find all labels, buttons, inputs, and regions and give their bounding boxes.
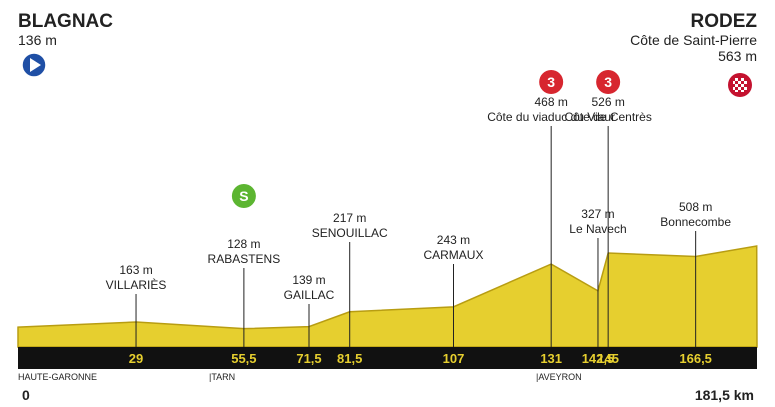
point-name: CARMAUX [423, 248, 483, 262]
point-elevation: 163 m [119, 263, 152, 277]
start-elevation: 136 m [18, 32, 57, 48]
km-label: 55,5 [231, 351, 256, 366]
point-name: Côte du viaduc du Viaur [487, 110, 615, 124]
point-elevation: 508 m [679, 200, 712, 214]
climb-category: 3 [604, 74, 612, 90]
finish-km: 181,5 km [695, 387, 754, 403]
km-label: 166,5 [679, 351, 712, 366]
km-label: 142,5 [582, 351, 615, 366]
km-label: 81,5 [337, 351, 362, 366]
point-name: Côte de Centrès [564, 110, 651, 124]
km-label: 107 [443, 351, 465, 366]
km-label: 29 [129, 351, 143, 366]
profile [17, 245, 758, 348]
point-elevation: 217 m [333, 211, 366, 225]
finish-elevation: 563 m [718, 48, 757, 64]
point-name: SENOUILLAC [312, 226, 388, 240]
region: |AVEYRON [536, 372, 582, 382]
point-elevation: 526 m [591, 95, 624, 109]
finish-flag [733, 78, 747, 92]
sprint-icon [231, 184, 256, 208]
start-km: 0 [22, 387, 30, 403]
km-label: 131 [540, 351, 562, 366]
climb-icon [596, 70, 621, 94]
km-label: 71,5 [296, 351, 321, 366]
point-name: VILLARIÈS [106, 277, 167, 292]
start-name: BLAGNAC [18, 11, 113, 32]
point-name: Le Navech [569, 222, 626, 236]
finish-climb: Côte de Saint-Pierre [630, 32, 757, 48]
point-elevation: 139 m [292, 273, 325, 287]
finish-name: RODEZ [691, 11, 758, 32]
climb-icon [539, 70, 564, 94]
point-name: GAILLAC [284, 288, 335, 302]
region: HAUTE-GARONNE [18, 372, 97, 382]
region: |TARN [209, 372, 235, 382]
point-name: Bonnecombe [660, 215, 731, 229]
km-label: 145 [597, 351, 619, 366]
point-name: RABASTENS [208, 252, 281, 266]
sprint-label: S [239, 188, 248, 204]
point-elevation: 327 m [581, 207, 614, 221]
start-arrow [30, 58, 41, 72]
point-elevation: 243 m [437, 233, 470, 247]
point-elevation: 128 m [227, 237, 260, 251]
climb-category: 3 [547, 74, 555, 90]
point-elevation: 468 m [534, 95, 567, 109]
km-bar [18, 347, 757, 369]
